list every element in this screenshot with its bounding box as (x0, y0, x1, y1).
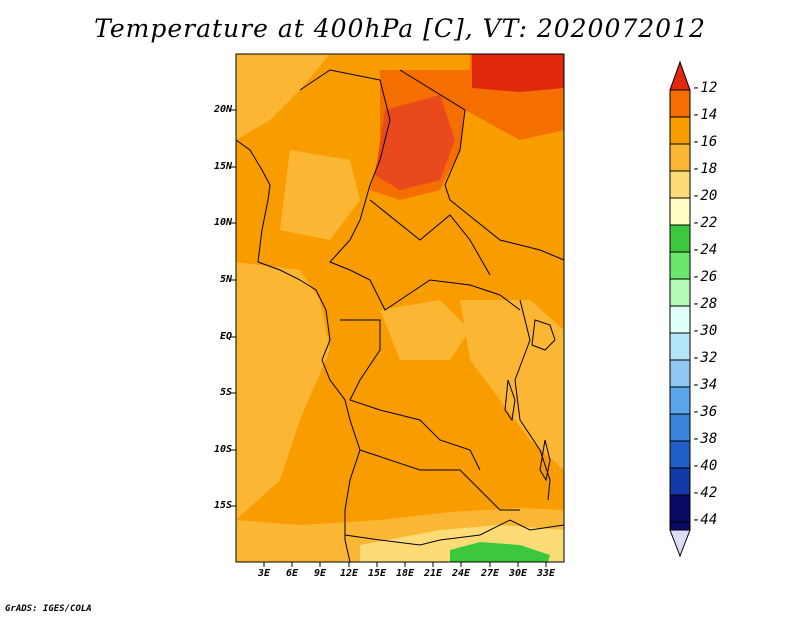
colorbar-label: -42 (692, 485, 718, 501)
chad-border (369, 199, 491, 276)
colorbar-segment-14 (669, 467, 691, 496)
south-border (359, 449, 520, 511)
congo-basin-border (340, 319, 481, 471)
colorbar-segment-5 (669, 224, 691, 253)
colorbar-label: -18 (692, 161, 718, 177)
borders (235, 69, 565, 563)
colorbar-label: -24 (692, 242, 718, 258)
lake-tanganyika (504, 379, 516, 422)
colorbar-bottom-arrow (669, 529, 691, 558)
colorbar-label: -12 (692, 80, 718, 96)
x-tick-label: 33E (536, 568, 556, 579)
colorbar-segment-3 (669, 170, 691, 199)
colorbar-segment-9 (669, 332, 691, 361)
y-tick-label: EQ (219, 331, 232, 342)
colorbar-label: -38 (692, 431, 718, 447)
x-tick-label: 12E (339, 568, 359, 579)
east-africa-border (449, 199, 565, 261)
field-band-west (236, 54, 330, 140)
colorbar-segment-8 (669, 305, 691, 334)
x-tick-label: 21E (423, 568, 443, 579)
y-tick-label: 20N (213, 104, 232, 115)
lake-victoria (531, 319, 556, 351)
north-border-east (399, 69, 466, 201)
colorbar-segment-15 (669, 494, 691, 523)
field-coldest-south (450, 542, 550, 562)
field-hot-northeast (472, 54, 564, 92)
x-tick-label: 24E (451, 568, 471, 579)
colorbar-label: -44 (692, 512, 718, 528)
southern-border (344, 519, 565, 546)
colorbar-segment-6 (669, 251, 691, 280)
colorbar-label: -16 (692, 134, 718, 150)
y-tick-label: 5S (219, 387, 232, 398)
colorbar-label: -26 (692, 269, 718, 285)
field-band-southwest (236, 262, 330, 520)
y-tick-label: 15N (213, 161, 232, 172)
colorbar-label: -22 (692, 215, 718, 231)
colorbar-segment-4 (669, 197, 691, 226)
colorbar-segment-0 (669, 89, 691, 118)
colorbar-segment-12 (669, 413, 691, 442)
field-band-center (380, 300, 470, 360)
grads-credit: GrADS: IGES/COLA (5, 604, 92, 614)
x-tick-label: 9E (313, 568, 327, 579)
colorbar-label: -34 (692, 377, 718, 393)
x-tick-label: 27E (480, 568, 500, 579)
plot-frame (235, 53, 565, 563)
west-coastline (235, 139, 361, 563)
colorbar-segment-7 (669, 278, 691, 307)
y-tick-label: 15S (213, 500, 232, 511)
colorbar-segment-16 (669, 521, 691, 531)
north-border (299, 69, 391, 186)
colorbar-label: -28 (692, 296, 718, 312)
x-tick-label: 30E (508, 568, 528, 579)
colorbar-label: -40 (692, 458, 718, 474)
y-tick-label: 10N (213, 217, 232, 228)
colorbar-label: -32 (692, 350, 718, 366)
central-border (329, 184, 521, 311)
field-band-north (280, 150, 360, 240)
colorbar-segment-1 (669, 116, 691, 145)
y-ticks (231, 109, 236, 507)
lake-east-border (514, 299, 551, 501)
field-hot-north (375, 95, 455, 190)
y-tick-label: 5N (219, 274, 232, 285)
x-tick-label: 18E (395, 568, 415, 579)
x-tick-label: 15E (367, 568, 387, 579)
y-tick-label: 10S (213, 444, 232, 455)
colorbar-top-arrow (669, 60, 691, 91)
colorbar-label: -14 (692, 107, 718, 123)
colorbar-label: -30 (692, 323, 718, 339)
x-tick-label: 3E (257, 568, 271, 579)
chart-title: Temperature at 400hPa [C], VT: 202007201… (94, 14, 706, 43)
colorbar-label: -20 (692, 188, 718, 204)
colorbar-segment-11 (669, 386, 691, 415)
colorbar-segment-13 (669, 440, 691, 469)
field-band-east (460, 300, 564, 470)
colorbar-segment-2 (669, 143, 691, 172)
lake-malawi (539, 439, 551, 482)
colorbar-label: -36 (692, 404, 718, 420)
x-tick-label: 6E (285, 568, 299, 579)
colorbar (669, 60, 691, 558)
colorbar-segment-10 (669, 359, 691, 388)
x-ticks (263, 562, 547, 567)
